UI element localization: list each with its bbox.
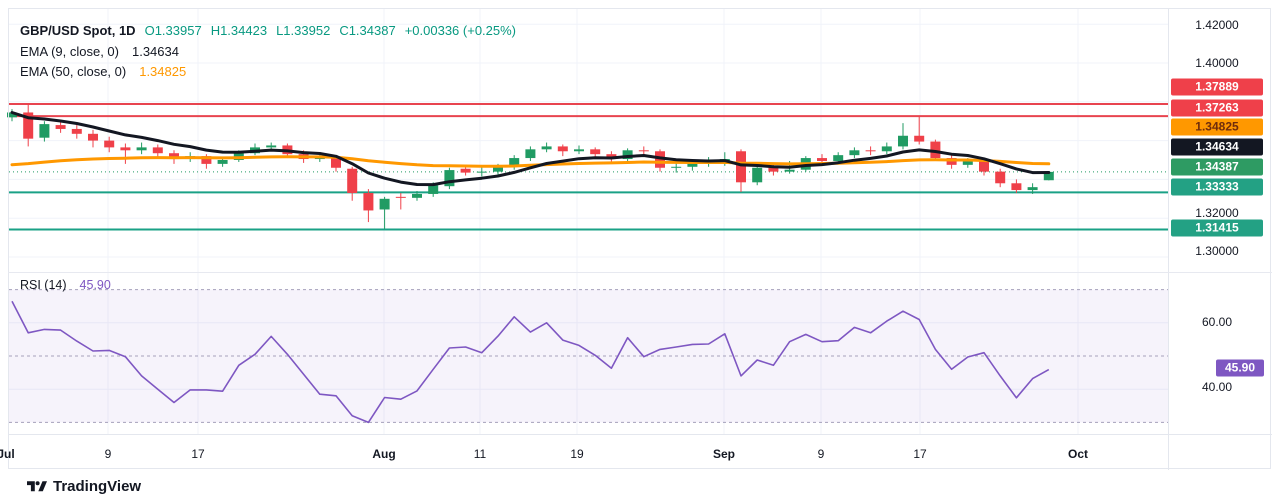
rsi-axis-label: 60.00 — [1201, 315, 1233, 329]
time-axis-label: 9 — [817, 447, 825, 461]
price-axis-badge: 1.34825 — [1171, 118, 1263, 136]
time-axis-label: 17 — [913, 447, 927, 461]
rsi-axis-badge: 45.90 — [1215, 359, 1264, 377]
ema9-value: 1.34634 — [131, 44, 179, 59]
price-axis-badge: 1.31415 — [1171, 219, 1263, 237]
price-axis-label: 1.32000 — [1195, 206, 1239, 220]
tradingview-watermark[interactable]: TradingView — [27, 478, 141, 495]
price-axis-badge: 1.33333 — [1171, 178, 1263, 196]
pane-divider — [8, 272, 1272, 273]
time-axis-label: Sep — [712, 447, 736, 461]
time-axis-label: 11 — [473, 447, 487, 461]
rsi-axis-label: 40.00 — [1201, 380, 1233, 394]
rsi-legend-row[interactable]: RSI (14) 45.90 — [20, 278, 111, 292]
ohlc-change: +0.00336 (+0.25%) — [404, 23, 517, 38]
price-scale-divider — [1168, 8, 1169, 470]
tradingview-watermark-text: TradingView — [53, 478, 142, 495]
time-axis-label: 17 — [191, 447, 205, 461]
time-axis-label: 19 — [570, 447, 584, 461]
symbol-title: GBP/USD Spot, 1D — [20, 23, 136, 38]
time-axis-label: Jul — [0, 447, 15, 461]
ema9-label: EMA (9, close, 0) — [20, 44, 119, 59]
price-axis-badge: 1.34387 — [1171, 158, 1263, 176]
price-axis-label: 1.42000 — [1195, 18, 1239, 32]
price-axis-badge: 1.34634 — [1171, 138, 1263, 156]
time-axis-label: Aug — [372, 447, 396, 461]
time-scale-divider — [8, 434, 1272, 435]
price-axis-badge: 1.37263 — [1171, 99, 1263, 117]
ohlc-open: O1.33957 — [144, 23, 202, 38]
ema9-legend-row[interactable]: EMA (9, close, 0) 1.34634 — [20, 44, 179, 59]
ema50-value: 1.34825 — [139, 64, 187, 79]
price-axis-badge: 1.37889 — [1171, 78, 1263, 96]
price-axis-label: 1.40000 — [1195, 56, 1239, 70]
ema50-legend-row[interactable]: EMA (50, close, 0) 1.34825 — [20, 64, 186, 79]
rsi-value: 45.90 — [79, 278, 111, 292]
ohlc-close: C1.34387 — [339, 23, 396, 38]
rsi-label: RSI (14) — [20, 278, 67, 292]
time-axis-label: Oct — [1067, 447, 1089, 461]
tradingview-logo-icon — [27, 480, 47, 491]
chart-frame-border — [8, 8, 1271, 469]
price-axis-label: 1.30000 — [1195, 244, 1239, 258]
time-axis-label: 9 — [104, 447, 112, 461]
symbol-legend-row[interactable]: GBP/USD Spot, 1D O1.33957 H1.34423 L1.33… — [20, 23, 516, 38]
ema50-label: EMA (50, close, 0) — [20, 64, 127, 79]
ohlc-low: L1.33952 — [276, 23, 331, 38]
ohlc-high: H1.34423 — [210, 23, 268, 38]
